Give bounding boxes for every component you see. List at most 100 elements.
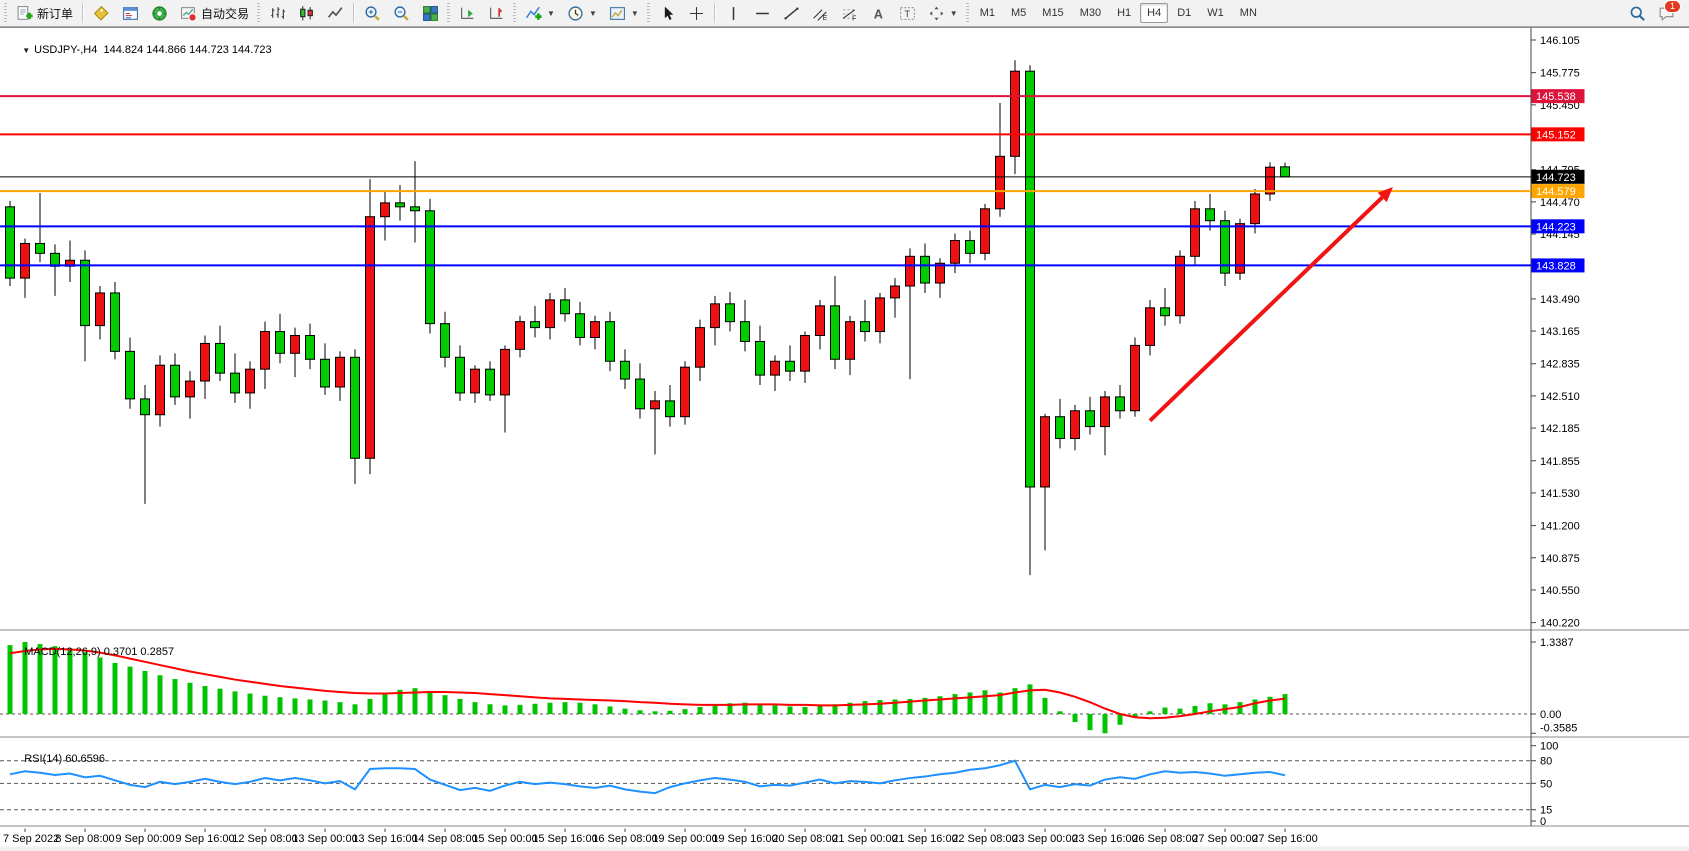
candle — [125, 337, 135, 409]
collapse-chart-icon[interactable]: ▼ — [22, 46, 31, 55]
vertical-line-button[interactable] — [720, 1, 747, 25]
horizontal-line-button[interactable] — [749, 1, 776, 25]
time-tick-label: 27 Sep 00:00 — [1192, 833, 1257, 845]
rsi-axis-label: 15 — [1540, 805, 1552, 817]
arrows-button[interactable]: ▼ — [923, 1, 963, 25]
text-label-button[interactable]: T — [894, 1, 921, 25]
candle — [755, 325, 765, 386]
chevron-down-icon[interactable]: ▼ — [630, 8, 639, 18]
macd-indicator-label: MACD(12,26,9) 0.3701 0.2857 — [12, 634, 174, 670]
channel-icon: E — [812, 5, 829, 22]
candle — [830, 276, 840, 370]
price-tick-label: 140.550 — [1540, 585, 1580, 597]
rsi-pane: 100 80 50 150 — [0, 741, 1558, 828]
cursor-button[interactable] — [654, 1, 681, 25]
candle-chart-icon — [298, 5, 315, 22]
quotes-icon — [93, 5, 110, 22]
text-icon: A — [870, 5, 887, 22]
toolbar-separator — [713, 3, 716, 23]
chart-shift-button[interactable] — [483, 1, 510, 25]
toolbar-grip[interactable] — [447, 3, 451, 23]
crosshair-button[interactable] — [683, 1, 710, 25]
quotes-button[interactable] — [88, 1, 115, 25]
candle — [320, 343, 330, 395]
candle — [35, 192, 45, 263]
candle — [245, 361, 255, 409]
trendline-button[interactable] — [778, 1, 805, 25]
search-button[interactable] — [1624, 1, 1651, 25]
timeframe-m1-button[interactable]: M1 — [979, 7, 995, 19]
macd-signal-line — [9, 647, 1286, 720]
toolbar-grip[interactable] — [4, 3, 7, 23]
zoom-in-button[interactable] — [359, 1, 386, 25]
trend-arrow-annotation[interactable] — [1148, 187, 1393, 423]
timeframe-h4-button[interactable]: H4 — [1140, 3, 1169, 23]
candle — [545, 292, 555, 340]
timeframe-m15-button[interactable]: M15 — [1042, 7, 1064, 19]
timeframe-m5-button[interactable]: M5 — [1011, 7, 1027, 19]
toolbar-grip[interactable] — [646, 3, 650, 23]
timeframe-w1-button[interactable]: W1 — [1207, 7, 1224, 19]
candle — [1145, 299, 1155, 356]
timeframe-mn-button[interactable]: MN — [1239, 7, 1257, 19]
candle-chart-button[interactable] — [293, 1, 320, 25]
indicators-button[interactable]: ▼ — [520, 1, 560, 25]
svg-text:E: E — [822, 14, 827, 21]
chart-title: ▼ USDJPY-,H4 144.824 144.866 144.723 144.… — [10, 32, 271, 68]
market-watch-icon — [122, 5, 139, 22]
template-icon — [609, 5, 626, 22]
macd-axis-label: 1.3387 — [1540, 637, 1574, 649]
market-watch-button[interactable] — [117, 1, 144, 25]
toolbar-grip[interactable] — [257, 3, 261, 23]
text-button[interactable]: A — [865, 1, 892, 25]
time-tick-label: 9 Sep 16:00 — [175, 833, 234, 845]
time-tick-label: 12 Sep 08:00 — [232, 833, 297, 845]
candle — [860, 299, 870, 342]
tile-windows-button[interactable] — [417, 1, 444, 25]
timeframe-m30-button[interactable]: M30 — [1079, 7, 1102, 19]
periods-button[interactable]: ▼ — [562, 1, 602, 25]
candle — [665, 385, 675, 427]
price-tick-label: 143.490 — [1540, 294, 1580, 306]
toolbar-grip[interactable] — [965, 3, 969, 23]
clock-icon — [567, 5, 584, 22]
candle — [560, 287, 570, 322]
price-tick-label: 141.530 — [1540, 488, 1580, 500]
time-tick-label: 15 Sep 00:00 — [472, 833, 537, 845]
line-chart-button[interactable] — [322, 1, 349, 25]
svg-text:145.538: 145.538 — [1536, 91, 1576, 103]
autotrading-button[interactable]: 自动交易 — [175, 1, 254, 25]
rsi-value: 60.6596 — [65, 753, 105, 765]
time-tick-label: 21 Sep 16:00 — [892, 833, 957, 845]
price-tick-label: 141.200 — [1540, 521, 1580, 533]
zoom-out-button[interactable] — [388, 1, 415, 25]
timeframe-d1-button[interactable]: D1 — [1177, 7, 1192, 19]
candle — [200, 335, 210, 399]
time-tick-label: 8 Sep 08:00 — [55, 833, 114, 845]
toolbar-grip[interactable] — [513, 3, 517, 23]
notification-badge: 1 — [1664, 0, 1681, 13]
macd-values: 0.3701 0.2857 — [103, 646, 175, 658]
auto-scroll-button[interactable] — [454, 1, 481, 25]
price-tick-label: 140.875 — [1540, 553, 1580, 565]
fibonacci-button[interactable]: F — [836, 1, 863, 25]
chevron-down-icon[interactable]: ▼ — [949, 8, 958, 18]
navigator-icon — [151, 5, 168, 22]
templates-button[interactable]: ▼ — [604, 1, 644, 25]
macd-axis-label: 0.00 — [1540, 709, 1561, 721]
navigator-button[interactable] — [146, 1, 173, 25]
notifications-button[interactable]: 1 — [1653, 0, 1681, 25]
timeframe-h1-button[interactable]: H1 — [1117, 7, 1132, 19]
bar-chart-button[interactable] — [264, 1, 291, 25]
chevron-down-icon[interactable]: ▼ — [588, 8, 597, 18]
equidistant-channel-button[interactable]: E — [807, 1, 834, 25]
zoom-in-icon — [364, 5, 381, 22]
rsi-axis-label: 50 — [1540, 778, 1552, 790]
autotrading-label: 自动交易 — [201, 6, 250, 21]
new-order-button[interactable]: 新订单 — [11, 1, 78, 25]
chevron-down-icon[interactable]: ▼ — [547, 8, 555, 18]
candle — [1190, 200, 1200, 267]
candle — [410, 161, 420, 243]
